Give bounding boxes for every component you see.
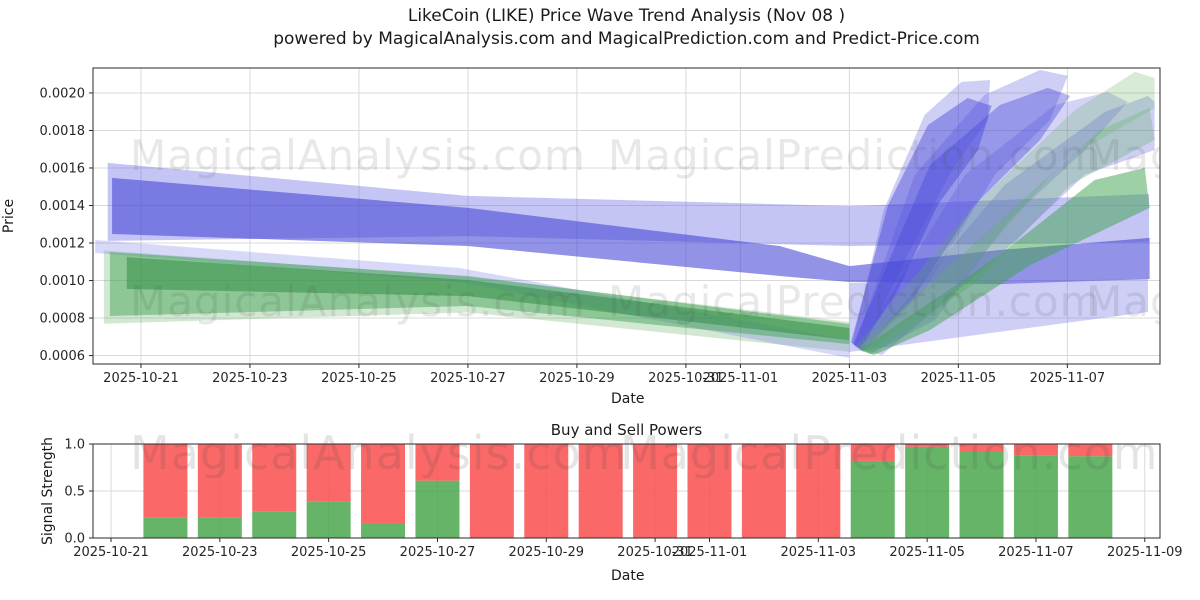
y-tick-label: 0.0016 bbox=[40, 161, 86, 176]
bar-sell-2025-11-02 bbox=[741, 444, 786, 538]
figure-title: LikeCoin (LIKE) Price Wave Trend Analysi… bbox=[407, 6, 846, 26]
bar-sell-2025-10-25 bbox=[306, 444, 351, 502]
x-tick-label: 2025-11-07 bbox=[1030, 371, 1106, 386]
y-tick-label: 0.0012 bbox=[40, 237, 86, 252]
wave-band-lightblue-lower-right bbox=[849, 279, 1148, 352]
y-tick-label: 0.0 bbox=[64, 532, 85, 547]
bar-buy-2025-10-27 bbox=[415, 480, 460, 538]
x-tick-label: 2025-10-25 bbox=[291, 545, 367, 560]
x-tick-label: 2025-11-01 bbox=[703, 371, 779, 386]
top-x-axis-label: Date bbox=[611, 391, 645, 407]
top-y-axis-label: Price bbox=[1, 198, 18, 234]
bar-buy-2025-11-07 bbox=[1013, 455, 1058, 538]
bar-sell-2025-11-04 bbox=[850, 444, 895, 461]
bar-sell-2025-10-23 bbox=[197, 444, 242, 518]
wave-band-fan-blue-4 bbox=[863, 95, 1155, 356]
x-tick-label: 2025-10-27 bbox=[400, 545, 476, 560]
bar-sell-2025-10-31 bbox=[633, 444, 678, 538]
x-tick-label: 2025-10-29 bbox=[508, 545, 584, 560]
x-tick-label: 2025-11-03 bbox=[812, 371, 888, 386]
wave-band-fan-green-solid bbox=[859, 168, 1150, 355]
bar-sell-2025-10-22 bbox=[143, 444, 188, 518]
wave-band-fan-blue-3 bbox=[857, 92, 1128, 355]
wave-band-lightblue-lower-wedge bbox=[95, 240, 850, 358]
wave-band-fan-blue-1 bbox=[852, 80, 990, 351]
bar-sell-2025-10-27 bbox=[415, 444, 460, 481]
bar-sell-2025-11-08 bbox=[1068, 444, 1113, 457]
bar-buy-2025-11-05 bbox=[905, 446, 950, 538]
x-tick-label: 2025-10-21 bbox=[103, 371, 179, 386]
bar-buy-2025-10-26 bbox=[361, 522, 406, 538]
x-tick-label: 2025-11-05 bbox=[889, 545, 965, 560]
bar-buy-2025-11-04 bbox=[850, 460, 895, 538]
x-tick-label: 2025-10-27 bbox=[430, 371, 506, 386]
bottom-chart-title: Buy and Sell Powers bbox=[550, 421, 703, 439]
figure-subtitle: powered by MagicalAnalysis.com and Magic… bbox=[273, 29, 980, 49]
bottom-x-axis-label: Date bbox=[611, 568, 645, 584]
y-tick-label: 0.0006 bbox=[40, 349, 86, 364]
y-tick-label: 0.5 bbox=[64, 485, 85, 500]
bar-buy-2025-11-08 bbox=[1068, 456, 1113, 538]
x-tick-label: 2025-11-01 bbox=[672, 545, 748, 560]
bar-sell-2025-11-05 bbox=[905, 444, 950, 447]
axes-frame bbox=[92, 67, 1161, 365]
y-tick-label: 1.0 bbox=[64, 438, 85, 453]
bar-buy-2025-10-24 bbox=[252, 511, 297, 538]
x-tick-label: 2025-10-23 bbox=[182, 545, 258, 560]
x-tick-label: 2025-10-31 bbox=[648, 371, 724, 386]
wave-band-blue-core bbox=[112, 177, 1150, 285]
wave-band-fan-blue-solid-1 bbox=[851, 98, 992, 349]
wave-band-fan-green-2 bbox=[857, 108, 1155, 355]
bottom-y-axis-label: Signal Strength bbox=[40, 436, 57, 546]
x-tick-label: 2025-11-03 bbox=[781, 545, 857, 560]
x-tick-label: 2025-10-21 bbox=[73, 545, 149, 560]
y-tick-label: 0.0020 bbox=[40, 86, 86, 101]
y-tick-label: 0.0018 bbox=[40, 124, 86, 139]
bar-sell-2025-10-26 bbox=[361, 444, 406, 523]
bar-sell-2025-10-24 bbox=[252, 444, 297, 512]
bar-sell-2025-11-03 bbox=[796, 444, 841, 538]
x-tick-label: 2025-10-31 bbox=[617, 545, 693, 560]
x-tick-label: 2025-10-29 bbox=[539, 371, 615, 386]
bar-buy-2025-10-22 bbox=[143, 517, 188, 538]
x-tick-label: 2025-11-09 bbox=[1107, 545, 1183, 560]
bar-sell-2025-10-28 bbox=[469, 444, 514, 538]
wave-band-green-inner bbox=[126, 257, 850, 340]
bar-sell-2025-10-30 bbox=[578, 444, 623, 538]
bar-buy-2025-11-06 bbox=[959, 451, 1004, 538]
bar-sell-2025-11-01 bbox=[687, 444, 732, 538]
wave-band-fan-blue-2 bbox=[854, 69, 1068, 353]
bar-sell-2025-11-07 bbox=[1013, 444, 1058, 456]
y-tick-label: 0.0014 bbox=[40, 199, 86, 214]
wave-band-fan-blue-solid-2 bbox=[853, 87, 1071, 351]
y-tick-label: 0.0008 bbox=[40, 312, 86, 327]
bar-sell-2025-10-29 bbox=[524, 444, 569, 538]
wave-band-fan-green-1 bbox=[855, 71, 1155, 353]
bar-buy-2025-10-23 bbox=[197, 517, 242, 538]
bar-buy-2025-10-25 bbox=[306, 501, 351, 538]
y-tick-label: 0.0010 bbox=[40, 274, 86, 289]
x-tick-label: 2025-11-07 bbox=[998, 545, 1074, 560]
x-tick-label: 2025-11-05 bbox=[921, 371, 997, 386]
x-tick-label: 2025-10-25 bbox=[321, 371, 397, 386]
x-tick-label: 2025-10-23 bbox=[212, 371, 288, 386]
bar-sell-2025-11-06 bbox=[959, 444, 1004, 452]
